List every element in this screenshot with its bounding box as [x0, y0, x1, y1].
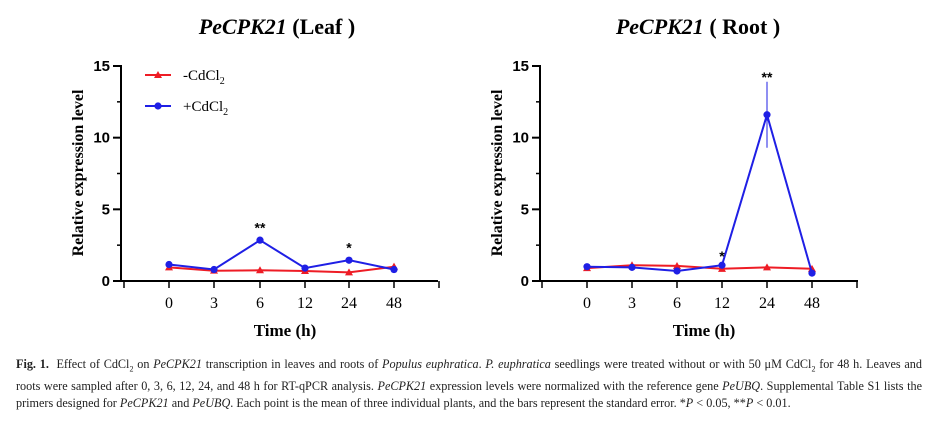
- data-point-cdcl2: [763, 111, 771, 119]
- chart-title-gene: PeCPK21: [198, 14, 287, 39]
- significance-mark: *: [346, 239, 352, 255]
- caption-text: for 48 h. Leaves and roots were sampled …: [16, 357, 922, 393]
- caption-text: < 0.05, **: [693, 396, 746, 411]
- legend-label: +CdCl2: [183, 99, 228, 118]
- y-tick-label: 5: [521, 201, 529, 218]
- caption-subscript: 2: [129, 364, 134, 374]
- series-line-cdcl2: [168, 265, 395, 274]
- data-point-cdcl2: [256, 266, 264, 274]
- y-tick-label: 10: [512, 130, 529, 147]
- caption-label: Fig. 1.: [16, 357, 49, 371]
- x-tick-label: 48: [804, 295, 820, 312]
- caption-gene: PeCPK21: [153, 357, 202, 371]
- data-point-cdcl2: [390, 265, 398, 274]
- legend-label-base: +CdCl: [183, 99, 223, 115]
- data-point-cdcl2: [583, 263, 591, 271]
- x-tick-label: 48: [386, 295, 402, 312]
- caption-text: . Supplemental Table S1 lists the primer…: [16, 378, 922, 411]
- caption-gene: PeUBQ: [192, 396, 231, 411]
- x-tick-label: 24: [341, 295, 357, 312]
- data-point-cdcl2: [628, 263, 636, 271]
- significance-mark: *: [719, 248, 725, 264]
- data-point-cdcl2: [808, 264, 816, 272]
- caption-text: and: [168, 396, 193, 411]
- chart-title: PeCPK21 ( Root ): [615, 14, 780, 39]
- chart-title-gene: PeCPK21: [615, 14, 704, 39]
- y-tick-label: 5: [102, 201, 110, 218]
- y-tick-label: 0: [521, 273, 529, 290]
- data-point-cdcl2: [256, 236, 264, 244]
- figure-panels: PeCPK21 (Leaf ) 0 5 10 15 0 3 6 12 24 48 Relative e…: [70, 14, 858, 340]
- x-tick-label: 0: [165, 295, 173, 312]
- x-tick-label: 24: [759, 295, 775, 312]
- significance-mark: **: [255, 219, 266, 235]
- chart-root: PeCPK21 ( Root ) 0 5 10 15 0 3 6 12 24 48 Relative …: [489, 14, 858, 340]
- caption-species: P. euphratica: [485, 357, 551, 371]
- caption-text: < 0.01.: [753, 396, 791, 411]
- data-point-cdcl2: [345, 268, 353, 276]
- caption-gene: PeCPK21: [377, 378, 427, 393]
- legend-marker: [154, 71, 162, 78]
- chart-leaf: PeCPK21 (Leaf ) 0 5 10 15 0 3 6 12 24 48 Relative e…: [70, 14, 440, 340]
- series-line-cdcl2: [168, 239, 395, 271]
- data-point-cdcl2: [763, 263, 771, 271]
- x-tick-label: 0: [583, 295, 591, 312]
- y-tick-label: 0: [102, 273, 110, 290]
- x-axis-label: Time (h): [254, 321, 317, 340]
- x-axis-label: Time (h): [673, 321, 736, 340]
- legend-label: -CdCl2: [183, 68, 225, 87]
- x-tick-label: 3: [628, 295, 636, 312]
- legend-label-base: -CdCl: [183, 68, 220, 84]
- data-point-cdcl2: [673, 261, 681, 269]
- caption-species: Populus euphratica: [382, 357, 479, 371]
- legend-label-sub: 2: [220, 76, 225, 87]
- data-point-cdcl2: [165, 260, 173, 269]
- legend-marker: [154, 102, 162, 110]
- caption-p: P: [685, 396, 694, 411]
- data-point-cdcl2: [673, 267, 681, 275]
- caption-text: transcription in leaves and roots of: [201, 357, 383, 371]
- caption-text: . Each point is the mean of three indivi…: [230, 396, 686, 411]
- series-line-cdcl2: [586, 111, 813, 274]
- data-point-cdcl2: [808, 269, 816, 277]
- significance-mark: **: [762, 69, 773, 85]
- caption-text: Effect of CdCl: [56, 357, 130, 371]
- legend-label-sub: 2: [223, 107, 228, 118]
- y-tick-label: 15: [512, 58, 529, 75]
- caption-text: on: [133, 357, 154, 371]
- x-tick-label: 12: [297, 295, 313, 312]
- y-axis-label: Relative expression level: [70, 89, 87, 256]
- figure-caption: Fig. 1. Effect of CdCl2 on PeCPK21 trans…: [16, 356, 922, 413]
- caption-text: .: [478, 357, 486, 371]
- x-tick-label: 6: [256, 295, 264, 312]
- x-tick-label: 12: [714, 295, 730, 312]
- chart-title-tissue: ( Root ): [704, 14, 780, 39]
- caption-subscript: 2: [811, 364, 816, 374]
- x-tick-label: 3: [210, 295, 218, 312]
- data-point-cdcl2: [345, 256, 353, 264]
- data-point-cdcl2: [718, 261, 726, 269]
- data-point-cdcl2: [210, 265, 218, 274]
- caption-gene: PeCPK21: [119, 396, 169, 411]
- chart-title: PeCPK21 (Leaf ): [198, 14, 355, 39]
- data-point-cdcl2: [301, 264, 309, 272]
- caption-text: seedlings were treated without or with 5…: [550, 357, 812, 371]
- caption-p: P: [745, 396, 754, 411]
- chart-title-tissue: (Leaf ): [287, 14, 355, 39]
- x-tick-label: 6: [673, 295, 681, 312]
- y-tick-label: 15: [93, 58, 110, 75]
- caption-gene: PeUBQ: [722, 378, 761, 393]
- y-axis-label: Relative expression level: [489, 89, 506, 256]
- y-tick-label: 10: [93, 130, 110, 147]
- caption-text: expression levels were normalized with t…: [426, 378, 723, 393]
